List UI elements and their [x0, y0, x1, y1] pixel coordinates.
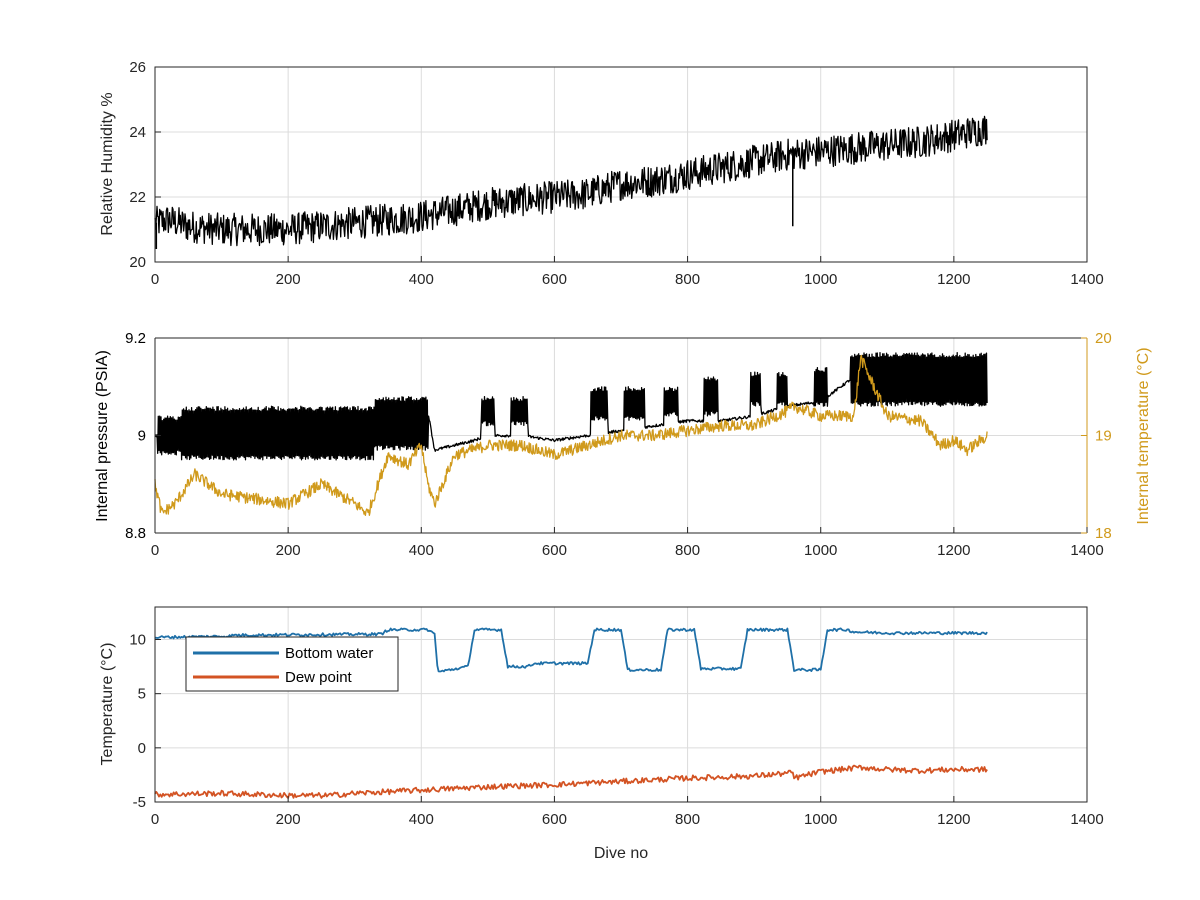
x-tick-label: 600 — [542, 811, 567, 828]
humidity-axes-box — [154, 66, 1088, 263]
humidity-series — [154, 115, 988, 249]
x-tick-label: 1400 — [1070, 542, 1103, 559]
temperature-right-y-label: Internal temperature (°C) — [1135, 347, 1152, 524]
series-line — [154, 115, 988, 247]
x-tick-label: 0 — [151, 271, 159, 288]
x-tick-label: 1200 — [937, 811, 970, 828]
legend-label-dew-point: Dew point — [285, 669, 353, 686]
x-tick-label: 600 — [542, 542, 567, 559]
humidity-x-ticks: 0 200 400 600 800 1000 1200 1400 — [151, 256, 1104, 288]
humidity-y-label: Relative Humidity % — [99, 92, 116, 235]
x-tick-label: 1000 — [804, 271, 837, 288]
temperature-series — [154, 627, 988, 799]
y-tick-label: 8.8 — [125, 525, 146, 542]
legend: Bottom water Dew point — [185, 636, 399, 692]
y-tick-label: 20 — [129, 254, 146, 271]
x-tick-label: 1200 — [937, 542, 970, 559]
humidity-panel: 0 200 400 600 800 1000 1200 1400 20 22 24 26 Relat… — [99, 59, 1104, 288]
pressure-series — [154, 352, 988, 517]
y-tick-label: 26 — [129, 59, 146, 76]
series-line — [154, 764, 988, 799]
temperature-axes-box — [154, 606, 1088, 803]
x-tick-label: 600 — [542, 271, 567, 288]
temperature-y-label: Temperature (°C) — [99, 643, 116, 766]
x-tick-label: 200 — [276, 542, 301, 559]
pressure-y-ticks: 8.8 9 9.2 — [125, 330, 161, 542]
temperature-plot-area — [155, 607, 1087, 802]
y-right-tick-label: 19 — [1095, 428, 1112, 445]
y-tick-label: -5 — [133, 794, 146, 811]
series-line — [154, 627, 988, 673]
humidity-y-ticks: 20 22 24 26 — [129, 59, 161, 271]
y-tick-label: 9.2 — [125, 330, 146, 347]
x-tick-label: 0 — [151, 542, 159, 559]
y-right-tick-label: 18 — [1095, 525, 1112, 542]
y-tick-label: 5 — [138, 686, 146, 703]
series-line — [154, 354, 988, 517]
x-axis-label: Dive no — [594, 845, 648, 862]
x-tick-label: 1400 — [1070, 811, 1103, 828]
y-tick-label: 22 — [129, 189, 146, 206]
x-tick-label: 1400 — [1070, 271, 1103, 288]
temperature-x-ticks: 0 200 400 600 800 1000 1200 1400 — [151, 796, 1104, 828]
x-tick-label: 800 — [675, 542, 700, 559]
y-right-tick-label: 20 — [1095, 330, 1112, 347]
x-tick-label: 1000 — [804, 542, 837, 559]
y-tick-label: 10 — [129, 632, 146, 649]
x-tick-label: 1000 — [804, 811, 837, 828]
legend-label-bottom-water: Bottom water — [285, 645, 373, 662]
x-tick-label: 400 — [409, 811, 434, 828]
legend-box — [185, 636, 399, 692]
x-tick-label: 0 — [151, 811, 159, 828]
y-tick-label: 9 — [138, 428, 146, 445]
series-line — [154, 352, 988, 461]
x-tick-label: 400 — [409, 271, 434, 288]
y-tick-label: 24 — [129, 124, 146, 141]
pressure-y-label: Internal pressure (PSIA) — [94, 350, 111, 522]
temperature-y-ticks: -5 0 5 10 — [129, 632, 161, 811]
y-tick-label: 0 — [138, 740, 146, 757]
pressure-panel: 0 200 400 600 800 1000 1200 1400 8.8 9 9.2 18 19 20… — [94, 330, 1152, 559]
x-tick-label: 800 — [675, 271, 700, 288]
x-tick-label: 1200 — [937, 271, 970, 288]
x-tick-label: 800 — [675, 811, 700, 828]
temperature-panel: 0 200 400 600 800 1000 1200 1400 -5 0 5 10 Tempera… — [99, 606, 1104, 862]
x-tick-label: 400 — [409, 542, 434, 559]
x-tick-label: 200 — [276, 811, 301, 828]
x-tick-label: 200 — [276, 271, 301, 288]
pressure-x-ticks: 0 200 400 600 800 1000 1200 1400 — [151, 527, 1104, 559]
temperature-right-y-ticks: 18 19 20 — [1081, 330, 1112, 542]
